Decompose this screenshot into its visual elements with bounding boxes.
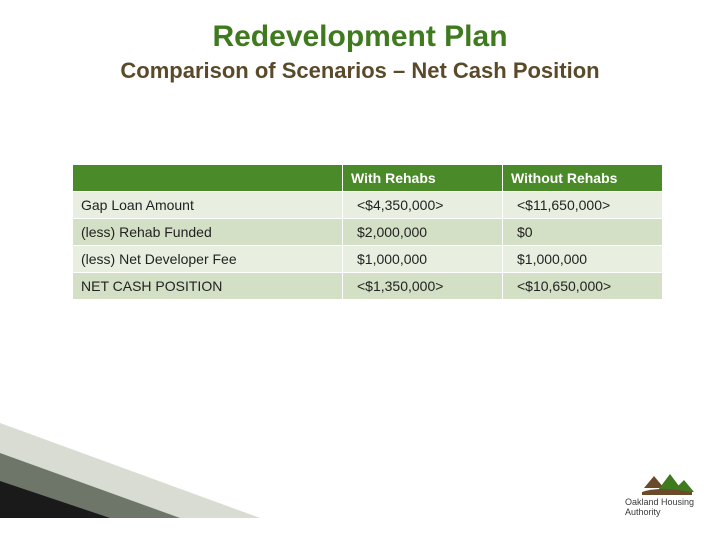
row-with: <$1,350,000> — [343, 273, 503, 300]
table-row: (less) Rehab Funded $2,000,000 $0 — [73, 219, 663, 246]
logo-text: Oakland Housing Authority — [625, 498, 694, 518]
row-label: Gap Loan Amount — [73, 192, 343, 219]
logo-line2: Authority — [625, 508, 694, 518]
table-header-blank — [73, 165, 343, 192]
row-without: <$11,650,000> — [503, 192, 663, 219]
decorative-wedge-icon — [0, 423, 260, 518]
slide: Redevelopment Plan Comparison of Scenari… — [0, 0, 720, 540]
wedge-layer-dark — [0, 481, 110, 518]
slide-subtitle: Comparison of Scenarios – Net Cash Posit… — [0, 58, 720, 84]
table-header-with: With Rehabs — [343, 165, 503, 192]
row-with: <$4,350,000> — [343, 192, 503, 219]
row-label: NET CASH POSITION — [73, 273, 343, 300]
row-without: $0 — [503, 219, 663, 246]
slide-title: Redevelopment Plan — [0, 0, 720, 54]
row-without: <$10,650,000> — [503, 273, 663, 300]
row-with: $1,000,000 — [343, 246, 503, 273]
table-row: Gap Loan Amount <$4,350,000> <$11,650,00… — [73, 192, 663, 219]
comparison-table: With Rehabs Without Rehabs Gap Loan Amou… — [72, 164, 663, 300]
row-with: $2,000,000 — [343, 219, 503, 246]
table-header-row: With Rehabs Without Rehabs — [73, 165, 663, 192]
row-label: (less) Rehab Funded — [73, 219, 343, 246]
table-row: NET CASH POSITION <$1,350,000> <$10,650,… — [73, 273, 663, 300]
logo: Oakland Housing Authority — [564, 464, 694, 518]
table-row: (less) Net Developer Fee $1,000,000 $1,0… — [73, 246, 663, 273]
logo-mark-icon — [640, 468, 694, 496]
wedge-layer-mid — [0, 453, 180, 518]
wedge-layer-light — [0, 423, 260, 518]
row-label: (less) Net Developer Fee — [73, 246, 343, 273]
comparison-table-container: With Rehabs Without Rehabs Gap Loan Amou… — [72, 164, 662, 300]
row-without: $1,000,000 — [503, 246, 663, 273]
table-header-without: Without Rehabs — [503, 165, 663, 192]
